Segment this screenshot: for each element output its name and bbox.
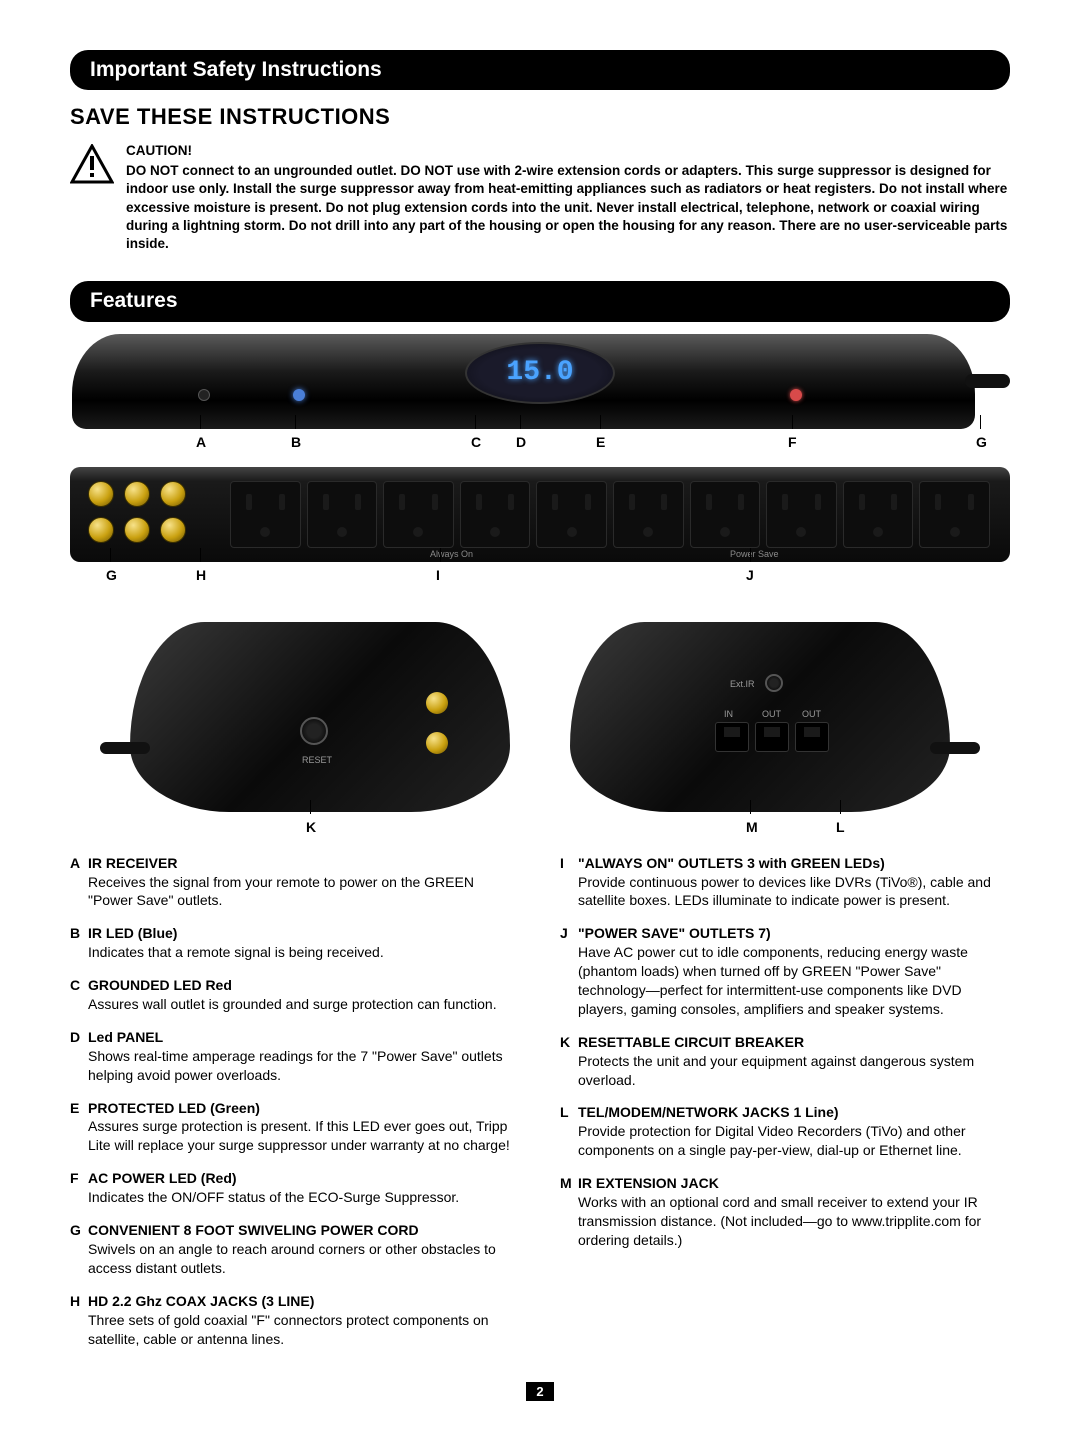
callout-letter: J [746,566,754,585]
feature-item-description: Three sets of gold coaxial "F" connector… [70,1311,520,1349]
feature-item-title: FAC POWER LED (Red) [70,1169,520,1188]
feature-item-description: Provide protection for Digital Video Rec… [560,1122,1010,1160]
feature-item-title: CGROUNDED LED Red [70,976,520,995]
feature-item: AIR RECEIVERReceives the signal from you… [70,854,520,911]
feature-item: LTEL/MODEM/NETWORK JACKS 1 Line)Provide … [560,1103,1010,1160]
always-on-label: Always On [430,548,473,560]
amperage-display: 15.0 [465,342,615,404]
feature-item-title: MIR EXTENSION JACK [560,1174,1010,1193]
callout-letter: G [976,433,987,452]
product-bottom-view: Always On Power Save [70,467,1010,562]
feature-column-left: AIR RECEIVERReceives the signal from you… [70,854,520,1363]
feature-item-description: Assures surge protection is present. If … [70,1117,520,1155]
feature-item-title: HHD 2.2 Ghz COAX JACKS (3 LINE) [70,1292,520,1311]
feature-item: CGROUNDED LED RedAssures wall outlet is … [70,976,520,1014]
feature-item: KRESETTABLE CIRCUIT BREAKERProtects the … [560,1033,1010,1090]
left-side-callout-labels: K [130,818,510,840]
callout-letter: D [516,433,526,452]
callout-letter: F [788,433,797,452]
caution-body: DO NOT connect to an ungrounded outlet. … [126,163,1007,251]
caution-label: CAUTION! [126,142,1010,160]
callout-letter: E [596,433,605,452]
features-section-header: Features [70,281,1010,321]
warning-triangle-icon [70,142,114,253]
callout-letter: G [106,566,117,585]
right-side-callout-labels: ML [570,818,950,840]
callout-letter: C [471,433,481,452]
page-number: 2 [70,1382,1010,1401]
feature-item-description: Assures wall outlet is grounded and surg… [70,995,520,1014]
feature-item: FAC POWER LED (Red)Indicates the ON/OFF … [70,1169,520,1207]
feature-item-title: GCONVENIENT 8 FOOT SWIVELING POWER CORD [70,1221,520,1240]
feature-item-description: Have AC power cut to idle components, re… [560,943,1010,1019]
product-top-view: 15.0 [70,334,1010,429]
feature-item-title: AIR RECEIVER [70,854,520,873]
callout-letter: M [746,818,758,837]
power-save-label: Power Save [730,548,779,560]
feature-item: MIR EXTENSION JACKWorks with an optional… [560,1174,1010,1250]
out1-label: OUT [762,708,781,720]
safety-section-header: Important Safety Instructions [70,50,1010,90]
feature-item-description: Protects the unit and your equipment aga… [560,1052,1010,1090]
feature-item: HHD 2.2 Ghz COAX JACKS (3 LINE)Three set… [70,1292,520,1349]
feature-item-title: DLed PANEL [70,1028,520,1047]
callout-letter: B [291,433,301,452]
callout-letter: I [436,566,440,585]
feature-column-right: I"ALWAYS ON" OUTLETS 3 with GREEN LEDs)P… [560,854,1010,1363]
product-left-side-view: RESET [130,622,510,812]
feature-item: J"POWER SAVE" OUTLETS 7)Have AC power cu… [560,924,1010,1018]
callout-letter: A [196,433,206,452]
feature-item: EPROTECTED LED (Green)Assures surge prot… [70,1099,520,1156]
feature-item-description: Receives the signal from your remote to … [70,873,520,911]
feature-item-title: J"POWER SAVE" OUTLETS 7) [560,924,1010,943]
feature-item-description: Indicates the ON/OFF status of the ECO-S… [70,1188,520,1207]
in-label: IN [724,708,733,720]
feature-item-description: Swivels on an angle to reach around corn… [70,1240,520,1278]
feature-item-title: EPROTECTED LED (Green) [70,1099,520,1118]
feature-item-title: KRESETTABLE CIRCUIT BREAKER [560,1033,1010,1052]
feature-item: DLed PANELShows real-time amperage readi… [70,1028,520,1085]
callout-letter: H [196,566,206,585]
feature-item-description: Provide continuous power to devices like… [560,873,1010,911]
side-views-row: RESET K Ext.IR IN OUT OUT ML [70,622,1010,840]
feature-item-description: Works with an optional cord and small re… [560,1193,1010,1250]
feature-item: GCONVENIENT 8 FOOT SWIVELING POWER CORDS… [70,1221,520,1278]
out2-label: OUT [802,708,821,720]
feature-item-title: I"ALWAYS ON" OUTLETS 3 with GREEN LEDs) [560,854,1010,873]
top-callout-labels: A B C D E F G [70,433,1010,461]
callout-letter: L [836,818,845,837]
reset-label: RESET [302,754,332,766]
coax-jacks [88,481,186,547]
bottom-callout-labels: G H I J [70,566,1010,594]
callout-letter: K [306,818,316,837]
feature-item: BIR LED (Blue)Indicates that a remote si… [70,924,520,962]
product-right-side-view: Ext.IR IN OUT OUT [570,622,950,812]
outlet-strip [230,481,990,548]
feature-item: I"ALWAYS ON" OUTLETS 3 with GREEN LEDs)P… [560,854,1010,911]
feature-descriptions: AIR RECEIVERReceives the signal from you… [70,854,1010,1363]
caution-block: CAUTION! DO NOT connect to an ungrounded… [70,142,1010,253]
save-instructions-title: SAVE THESE INSTRUCTIONS [70,102,1010,132]
feature-item-description: Indicates that a remote signal is being … [70,943,520,962]
feature-item-title: BIR LED (Blue) [70,924,520,943]
ext-ir-label: Ext.IR [730,678,755,690]
feature-item-title: LTEL/MODEM/NETWORK JACKS 1 Line) [560,1103,1010,1122]
feature-item-description: Shows real-time amperage readings for th… [70,1047,520,1085]
